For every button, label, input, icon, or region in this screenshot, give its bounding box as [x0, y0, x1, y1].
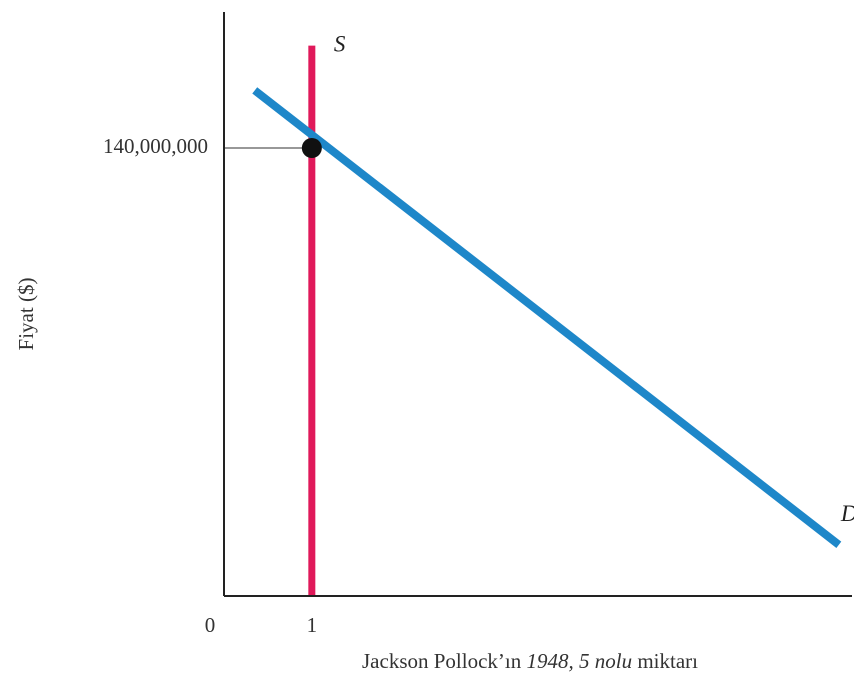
equilibrium-point — [301, 138, 322, 158]
supply-curve-label: S — [334, 32, 346, 57]
x-axis-title: Jackson Pollock’ın 1948, 5 nolu miktarı — [362, 649, 698, 673]
y-axis-title: Fiyat ($) — [14, 278, 38, 351]
x-axis-title-part3: miktarı — [632, 649, 698, 673]
demand-curve — [252, 87, 842, 548]
demand-curve-label: D — [840, 501, 854, 526]
origin-label: 0 — [205, 613, 216, 637]
x-tick-label-1: 1 — [307, 613, 318, 637]
x-axis-title-part1: Jackson Pollock’ın — [362, 649, 526, 673]
x-axis-title-italic-part: 1948, 5 nolu — [526, 649, 632, 673]
y-tick-label-140000000: 140,000,000 — [103, 134, 208, 158]
